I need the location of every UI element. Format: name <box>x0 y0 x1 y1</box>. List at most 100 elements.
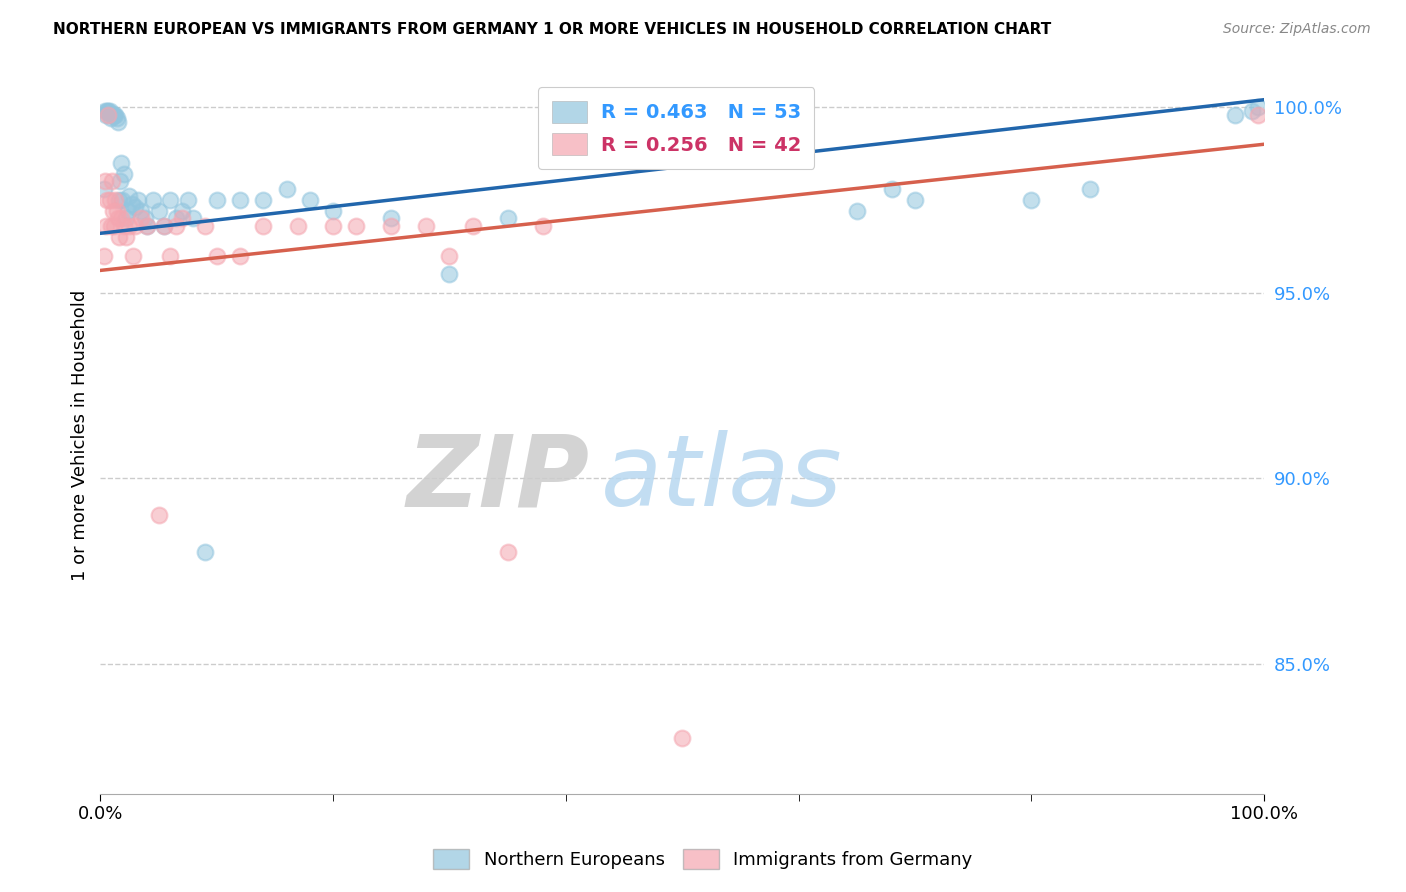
Point <box>159 249 181 263</box>
Point <box>104 193 127 207</box>
Point <box>153 219 176 233</box>
Point <box>97 107 120 121</box>
Point <box>124 219 146 233</box>
Point <box>134 211 156 226</box>
Point <box>170 211 193 226</box>
Point <box>1247 100 1270 114</box>
Point <box>415 219 437 233</box>
Point <box>115 211 138 226</box>
Point <box>103 107 125 121</box>
Point <box>112 167 135 181</box>
Point <box>101 174 124 188</box>
Point <box>531 219 554 233</box>
Point <box>118 219 141 233</box>
Point <box>98 103 121 118</box>
Point <box>104 107 127 121</box>
Point <box>380 211 402 226</box>
Point <box>96 219 118 233</box>
Point <box>1241 103 1264 118</box>
Point <box>165 211 187 226</box>
Point <box>1078 182 1101 196</box>
Point <box>129 204 152 219</box>
Point <box>93 182 115 196</box>
Point <box>1247 107 1270 121</box>
Point <box>98 193 121 207</box>
Point <box>153 219 176 233</box>
Point <box>105 204 128 219</box>
Point <box>287 219 309 233</box>
Point <box>439 249 461 263</box>
Point <box>439 267 461 281</box>
Point <box>97 103 120 118</box>
Point <box>322 204 344 219</box>
Text: NORTHERN EUROPEAN VS IMMIGRANTS FROM GERMANY 1 OR MORE VEHICLES IN HOUSEHOLD COR: NORTHERN EUROPEAN VS IMMIGRANTS FROM GER… <box>53 22 1052 37</box>
Point <box>252 193 274 207</box>
Point <box>96 193 118 207</box>
Point <box>496 545 519 559</box>
Point <box>165 219 187 233</box>
Point <box>112 219 135 233</box>
Point <box>118 189 141 203</box>
Point <box>148 508 170 523</box>
Point <box>229 193 252 207</box>
Point <box>142 193 165 207</box>
Point <box>671 731 693 745</box>
Point <box>135 219 157 233</box>
Text: Source: ZipAtlas.com: Source: ZipAtlas.com <box>1223 22 1371 37</box>
Point <box>107 115 129 129</box>
Point <box>127 193 149 207</box>
Point <box>194 219 217 233</box>
Point <box>229 249 252 263</box>
Point <box>96 103 118 118</box>
Point <box>1223 107 1246 121</box>
Point <box>121 196 143 211</box>
Point <box>100 219 122 233</box>
Point <box>101 107 124 121</box>
Point <box>880 182 903 196</box>
Point <box>276 182 298 196</box>
Point <box>96 107 118 121</box>
Point <box>111 193 134 207</box>
Point <box>122 249 145 263</box>
Text: ZIP: ZIP <box>406 430 589 527</box>
Point <box>461 219 484 233</box>
Point <box>93 249 115 263</box>
Point <box>108 230 131 244</box>
Point <box>103 219 125 233</box>
Point <box>176 193 198 207</box>
Point <box>380 219 402 233</box>
Point <box>159 193 181 207</box>
Point <box>496 211 519 226</box>
Y-axis label: 1 or more Vehicles in Household: 1 or more Vehicles in Household <box>72 290 89 582</box>
Point <box>101 204 124 219</box>
Point <box>205 249 228 263</box>
Legend: Northern Europeans, Immigrants from Germany: Northern Europeans, Immigrants from Germ… <box>425 839 981 879</box>
Point <box>322 219 344 233</box>
Point <box>344 219 367 233</box>
Point <box>110 156 132 170</box>
Point <box>183 211 205 226</box>
Legend: R = 0.463   N = 53, R = 0.256   N = 42: R = 0.463 N = 53, R = 0.256 N = 42 <box>538 87 814 169</box>
Point <box>100 112 122 126</box>
Text: atlas: atlas <box>600 430 842 527</box>
Point <box>170 204 193 219</box>
Point <box>108 174 131 188</box>
Point <box>135 219 157 233</box>
Point <box>115 230 138 244</box>
Point <box>904 193 927 207</box>
Point <box>129 211 152 226</box>
Point <box>1021 193 1043 207</box>
Point <box>298 193 321 207</box>
Point <box>205 193 228 207</box>
Point <box>252 219 274 233</box>
Point <box>108 193 131 207</box>
Point <box>194 545 217 559</box>
Point <box>148 204 170 219</box>
Point <box>107 211 129 226</box>
Point <box>124 200 146 214</box>
Point <box>117 204 139 219</box>
Point <box>105 112 128 126</box>
Point <box>110 211 132 226</box>
Point <box>101 107 124 121</box>
Point <box>94 103 117 118</box>
